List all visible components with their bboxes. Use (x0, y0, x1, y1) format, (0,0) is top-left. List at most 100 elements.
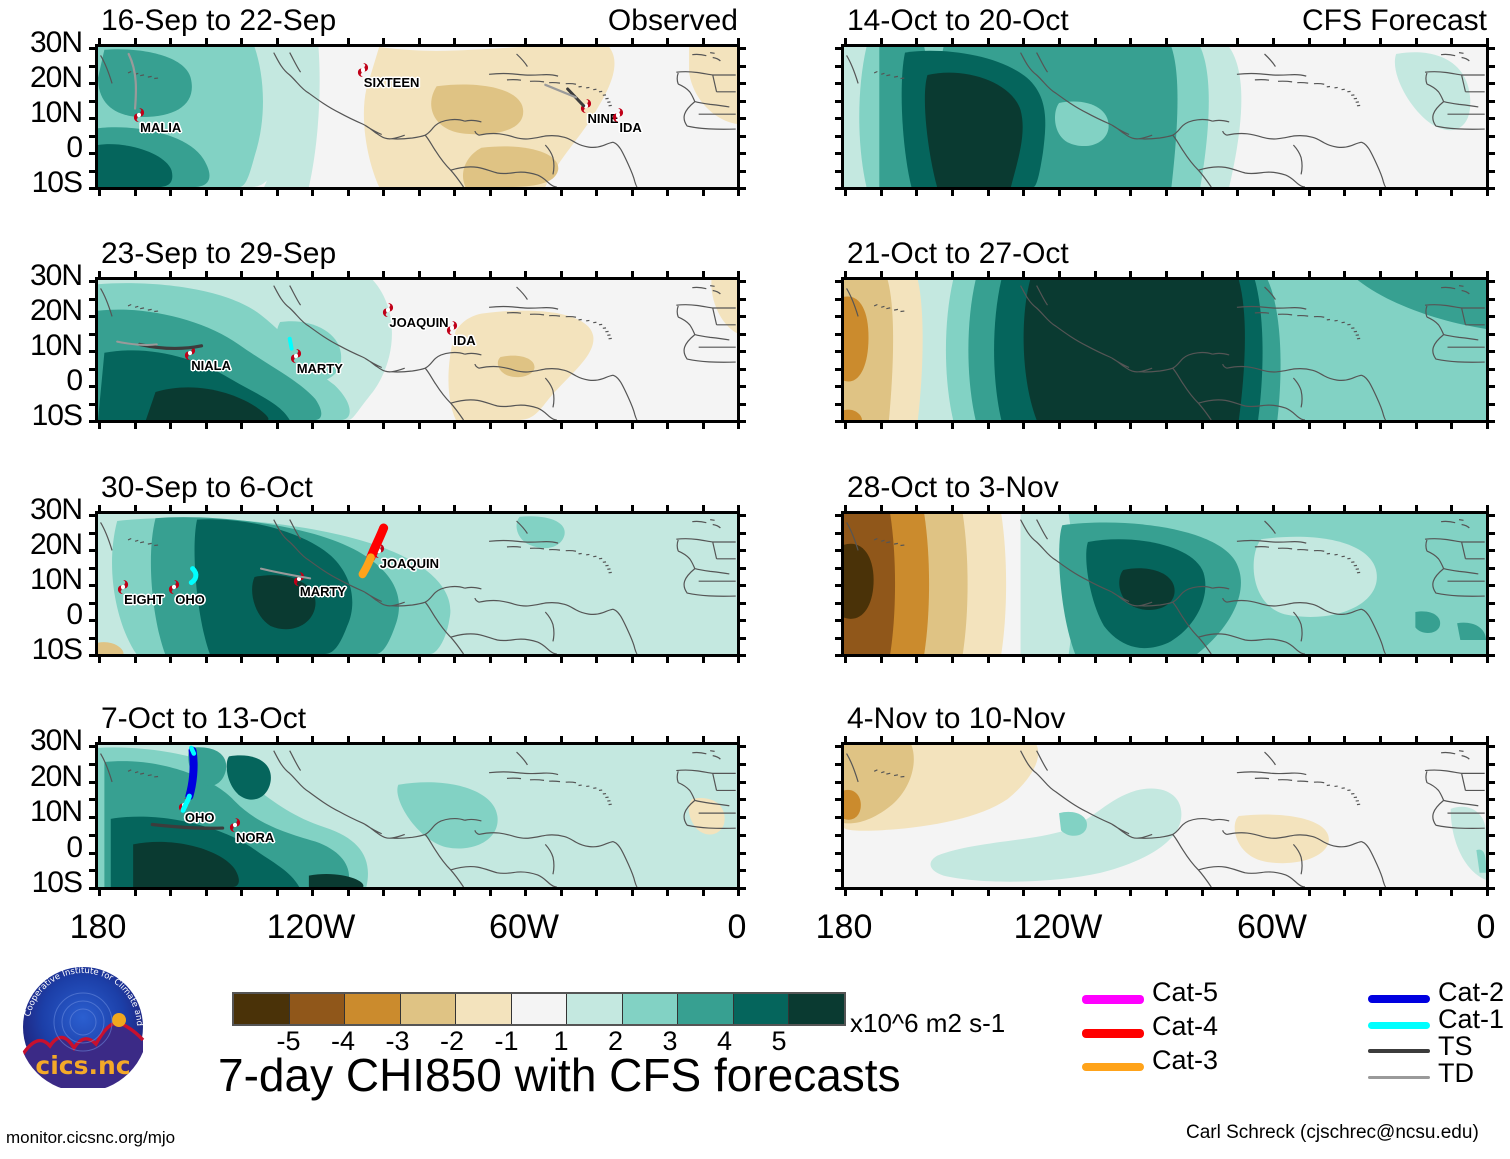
y-tick-left (89, 367, 98, 371)
x-tick-bottom (844, 187, 847, 196)
x-tick-bottom (879, 654, 883, 663)
x-tick-bottom (1414, 887, 1418, 896)
x-tick-top (453, 38, 456, 47)
y-tick-right (1486, 169, 1495, 173)
x-tick-bottom (275, 420, 279, 429)
x-tick-top (701, 505, 705, 514)
y-tick-right (1486, 887, 1495, 890)
x-tick-top (559, 271, 563, 280)
x-tick-bottom (1129, 187, 1133, 196)
y-tick-left (835, 47, 844, 50)
x-tick-top (701, 271, 705, 280)
x-tick-bottom (595, 420, 598, 429)
x-tick-top (275, 271, 279, 280)
y-tick-right (1486, 514, 1495, 517)
y-tick-left (835, 869, 844, 873)
x-tick-bottom (1307, 187, 1311, 196)
x-tick-bottom (346, 187, 350, 196)
y-tick-left (89, 762, 98, 766)
x-tick-top (737, 38, 740, 47)
legend-label-cat-4: Cat-4 (1152, 1011, 1219, 1041)
x-tick-bottom (204, 887, 208, 896)
x-tick-top (1486, 736, 1489, 745)
x-tick-bottom (1022, 654, 1026, 663)
y-tick-left (835, 798, 844, 802)
colorbar (232, 992, 846, 1026)
x-tick-top (1200, 736, 1204, 745)
x-tick-bottom (169, 420, 172, 429)
y-tick-right (737, 134, 746, 138)
x-tick-bottom (524, 887, 527, 896)
storm-label-joaquin: JOAQUIN (379, 556, 439, 571)
y-tick-right (1486, 636, 1495, 640)
y-tick-right (1486, 584, 1495, 587)
x-tick-top (1272, 505, 1275, 514)
y-tick-right (1486, 566, 1495, 570)
y-axis-tick-p4-3: 0 (66, 830, 83, 864)
y-tick-left (835, 134, 844, 138)
x-tick-bottom (1343, 420, 1347, 429)
x-tick-top (204, 271, 208, 280)
y-tick-right (1486, 134, 1495, 138)
x-tick-bottom (133, 654, 137, 663)
y-tick-right (737, 762, 746, 766)
x-tick-bottom (559, 187, 563, 196)
y-tick-left (835, 297, 844, 301)
x-tick-bottom (1379, 187, 1382, 196)
legend-line-cat-3 (1082, 1063, 1144, 1071)
panel-corner-label-p5: CFS Forecast (1301, 4, 1487, 37)
x-tick-top (1414, 736, 1418, 745)
legend-line-cat-2 (1368, 995, 1430, 1003)
y-tick-left (89, 134, 98, 138)
x-tick-bottom (133, 420, 137, 429)
x-tick-top (1129, 271, 1133, 280)
x-tick-top (879, 736, 883, 745)
x-tick-top (98, 505, 101, 514)
x-tick-bottom (1414, 187, 1418, 196)
y-axis-tick-p4-0: 30N (29, 724, 83, 757)
colorbar-tick-3: -2 (439, 1026, 464, 1056)
x-tick-bottom (240, 420, 243, 429)
x-tick-top (595, 736, 598, 745)
x-tick-top (666, 505, 669, 514)
x-tick-top (1379, 505, 1382, 514)
x-tick-bottom (98, 887, 101, 896)
x-tick-top (951, 505, 954, 514)
y-tick-left (89, 514, 98, 517)
x-tick-bottom (1486, 654, 1489, 663)
x-tick-bottom (630, 654, 634, 663)
x-tick-top (1022, 271, 1026, 280)
panel-title-p5: 14-Oct to 20-Oct (847, 4, 1069, 37)
colorbar-swatch-2 (344, 994, 400, 1024)
y-tick-left (89, 566, 98, 570)
y-tick-right (1486, 402, 1495, 406)
x-tick-top (311, 271, 314, 280)
y-tick-right (737, 851, 746, 855)
footer-url[interactable]: monitor.cicsnc.org/mjo (6, 1128, 176, 1147)
x-tick-bottom (133, 887, 137, 896)
y-tick-right (1486, 851, 1495, 855)
x-tick-top (488, 736, 492, 745)
x-tick-top (311, 736, 314, 745)
x-tick-bottom (1379, 887, 1382, 896)
y-tick-right (1486, 280, 1495, 283)
x-tick-bottom (1200, 187, 1204, 196)
y-tick-right (737, 169, 746, 173)
y-tick-left (89, 152, 98, 155)
cics-nc-logo: cics.nc Cooperative Institute for Climat… (18, 962, 148, 1092)
y-tick-left (835, 601, 844, 605)
x-tick-bottom (524, 654, 527, 663)
x-tick-bottom (1379, 420, 1382, 429)
x-tick-bottom (1165, 187, 1168, 196)
x-tick-top (879, 271, 883, 280)
x-tick-top (951, 736, 954, 745)
colorbar-swatch-1 (288, 994, 344, 1024)
y-tick-left (89, 297, 98, 301)
x-tick-bottom (275, 887, 279, 896)
x-tick-top (1200, 271, 1204, 280)
y-tick-left (835, 851, 844, 855)
y-tick-right (737, 798, 746, 802)
colorbar-tick-4: -1 (494, 1026, 519, 1056)
y-tick-left (835, 514, 844, 517)
y-axis-tick-p1-0: 30N (29, 26, 83, 59)
